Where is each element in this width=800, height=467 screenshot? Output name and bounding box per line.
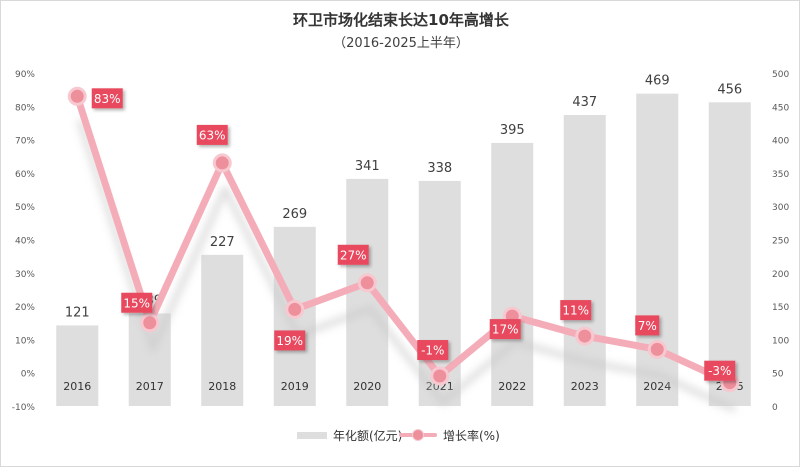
growth-marker: [67, 86, 87, 106]
growth-label-box: [337, 244, 369, 265]
x-tick-label: 2018: [208, 380, 236, 393]
growth-label-text: 63%: [199, 128, 226, 142]
y-right-tick-label: 250: [772, 237, 789, 247]
bar: [346, 178, 389, 406]
growth-marker: [212, 153, 232, 173]
growth-label-text: 83%: [94, 92, 121, 106]
growth-label-box: [417, 340, 449, 361]
y-left-tick-label: 50%: [15, 203, 35, 213]
y-right-tick-label: 100: [772, 336, 789, 346]
growth-data-label: 83%: [91, 88, 123, 109]
growth-label-text: 7%: [638, 319, 657, 333]
growth-label-text: 19%: [276, 334, 303, 348]
growth-data-label: 7%: [635, 315, 660, 336]
growth-data-label: 17%: [489, 319, 521, 340]
growth-data-label: -3%: [704, 360, 736, 381]
x-tick-label: 2019: [281, 380, 309, 393]
growth-label-text: -3%: [708, 364, 731, 378]
growth-label-box: [489, 319, 521, 340]
x-tick-label: 2017: [136, 380, 164, 393]
y-left-tick-label: 20%: [15, 303, 35, 313]
bar-value-label: 437: [572, 95, 597, 110]
x-tick-label: 2020: [353, 380, 381, 393]
growth-label-box: [91, 88, 123, 109]
bar: [491, 142, 534, 406]
growth-label-text: 27%: [340, 248, 367, 262]
growth-marker: [647, 339, 667, 359]
y-right-tick-label: 300: [772, 203, 789, 213]
x-tick-label: 2024: [643, 380, 671, 393]
growth-label-box: [635, 315, 660, 336]
chart-title: 环卫市场化结束长达10年高增长: [293, 11, 509, 29]
y-right-tick-label: 150: [772, 303, 789, 313]
y-left-tick-label: 90%: [15, 70, 35, 80]
growth-label-text: -1%: [421, 344, 444, 358]
growth-data-label: 11%: [560, 300, 592, 321]
y-left-tick-label: -10%: [12, 403, 36, 413]
y-left-tick-label: 80%: [15, 103, 35, 113]
growth-marker: [357, 273, 377, 293]
growth-marker: [285, 299, 305, 319]
y-right-tick-label: 350: [772, 170, 789, 180]
growth-data-label: -1%: [417, 340, 449, 361]
legend-swatch-line: [399, 428, 437, 442]
growth-label-box: [196, 124, 228, 145]
growth-label-box: [560, 300, 592, 321]
growth-marker: [140, 313, 160, 333]
y-left-tick-label: 0%: [21, 370, 36, 380]
growth-data-label: 19%: [274, 330, 306, 351]
bar: [56, 325, 99, 406]
legend-swatch-bar: [297, 431, 327, 439]
y-left-tick-label: 70%: [15, 137, 35, 147]
y-right-tick-label: 200: [772, 270, 789, 280]
y-left-tick-label: 40%: [15, 237, 35, 247]
growth-label-box: [274, 330, 306, 351]
bar-value-label: 227: [210, 235, 235, 250]
legend-item-line: 增长率(%): [399, 425, 500, 445]
bar-value-label: 338: [427, 161, 452, 176]
line-shadow: [76, 118, 737, 413]
x-tick-label: 2016: [63, 380, 91, 393]
bar-value-label: 341: [355, 159, 380, 174]
bar-value-label: 121: [65, 305, 90, 320]
growth-data-label: 27%: [337, 244, 369, 265]
y-right-tick-label: 0: [772, 403, 778, 413]
growth-marker: [575, 326, 595, 346]
growth-label-text: 17%: [492, 323, 519, 337]
legend-label-bar: 年化额(亿元): [333, 428, 403, 443]
bar-value-label: 469: [645, 74, 670, 89]
growth-label-box: [121, 292, 153, 313]
x-tick-label: 2023: [571, 380, 599, 393]
growth-label-text: 11%: [562, 304, 589, 318]
y-left-tick-label: 30%: [15, 270, 35, 280]
bar-value-label: 269: [282, 207, 307, 222]
y-right-tick-label: 50: [772, 370, 784, 380]
growth-label-box: [704, 360, 736, 381]
y-right-tick-label: 450: [772, 103, 789, 113]
legend-label-line: 增长率(%): [443, 428, 500, 443]
x-tick-label: 2022: [498, 380, 526, 393]
bar: [201, 254, 244, 406]
bar: [708, 102, 751, 406]
growth-data-label: 15%: [121, 292, 153, 313]
y-right-tick-label: 500: [772, 70, 789, 80]
growth-line: [73, 92, 734, 387]
growth-marker: [430, 366, 450, 386]
bar-value-label: 456: [717, 82, 742, 97]
growth-label-text: 15%: [123, 296, 150, 310]
bar-value-label: 395: [500, 123, 525, 138]
y-left-tick-label: 10%: [15, 336, 35, 346]
y-left-tick-label: 60%: [15, 170, 35, 180]
chart-subtitle: （2016-2025上半年）: [333, 36, 469, 51]
legend-item-bar: 年化额(亿元): [297, 425, 402, 445]
y-right-tick-label: 400: [772, 137, 789, 147]
growth-data-label: 63%: [196, 124, 228, 145]
